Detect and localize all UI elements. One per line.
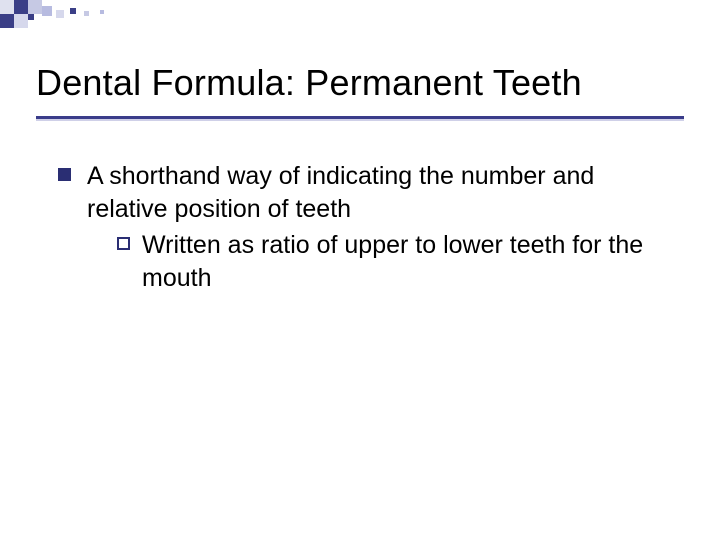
title-underline <box>36 116 684 119</box>
decor-square <box>28 0 42 14</box>
bullet-text: A shorthand way of indicating the number… <box>87 160 680 225</box>
title-area: Dental Formula: Permanent Teeth <box>36 62 684 119</box>
hollow-square-bullet-icon <box>117 237 130 250</box>
decor-square <box>14 0 28 14</box>
decor-square <box>14 14 28 28</box>
decor-square <box>70 8 76 14</box>
decor-square <box>42 6 52 16</box>
bullet-body: A shorthand way of indicating the number… <box>87 160 680 294</box>
decor-square <box>0 14 14 28</box>
sub-bullet-item: Written as ratio of upper to lower teeth… <box>117 229 680 294</box>
bullet-item: A shorthand way of indicating the number… <box>58 160 680 294</box>
sub-bullet-text: Written as ratio of upper to lower teeth… <box>142 229 680 294</box>
decor-square <box>28 14 34 20</box>
decor-square <box>0 0 14 14</box>
content-area: A shorthand way of indicating the number… <box>58 160 680 294</box>
decor-square <box>100 10 104 14</box>
corner-decoration <box>0 0 140 36</box>
square-bullet-icon <box>58 168 71 181</box>
decor-square <box>56 10 64 18</box>
slide-title: Dental Formula: Permanent Teeth <box>36 62 684 104</box>
decor-square <box>84 11 89 16</box>
